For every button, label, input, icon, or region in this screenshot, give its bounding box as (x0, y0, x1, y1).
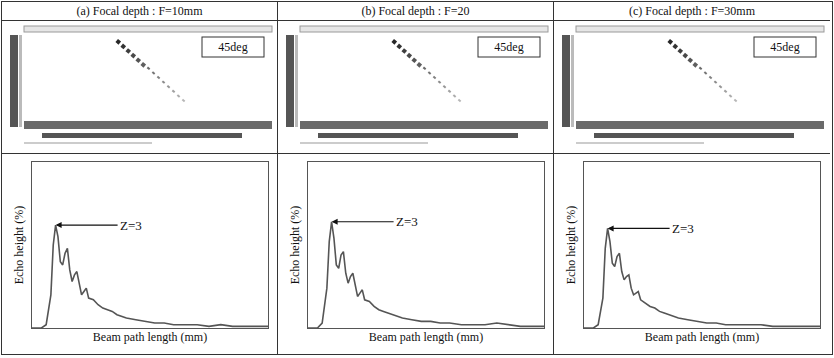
svg-text:Z=3: Z=3 (672, 221, 694, 236)
svg-text:45deg: 45deg (218, 40, 247, 54)
svg-text:45deg: 45deg (494, 40, 523, 54)
html-text:(b) Focal depth : F=20: (b) Focal depth : F=20 (361, 4, 470, 18)
svg-text:Beam path length (mm): Beam path length (mm) (93, 330, 207, 344)
svg-text:Beam path length (mm): Beam path length (mm) (645, 330, 759, 344)
svg-text:45deg: 45deg (770, 40, 799, 54)
svg-text:Z=3: Z=3 (120, 218, 142, 233)
svg-text:Beam path length (mm): Beam path length (mm) (369, 330, 483, 344)
svg-text:Z=3: Z=3 (396, 214, 418, 229)
html-text:(a) Focal depth : F=10mm: (a) Focal depth : F=10mm (76, 4, 203, 18)
svg-text:Echo height (%): Echo height (%) (564, 206, 578, 285)
html-text:(c) Focal depth : F=30mm: (c) Focal depth : F=30mm (629, 4, 755, 18)
svg-text:Echo height (%): Echo height (%) (12, 206, 26, 285)
svg-text:Echo height (%): Echo height (%) (288, 206, 302, 285)
